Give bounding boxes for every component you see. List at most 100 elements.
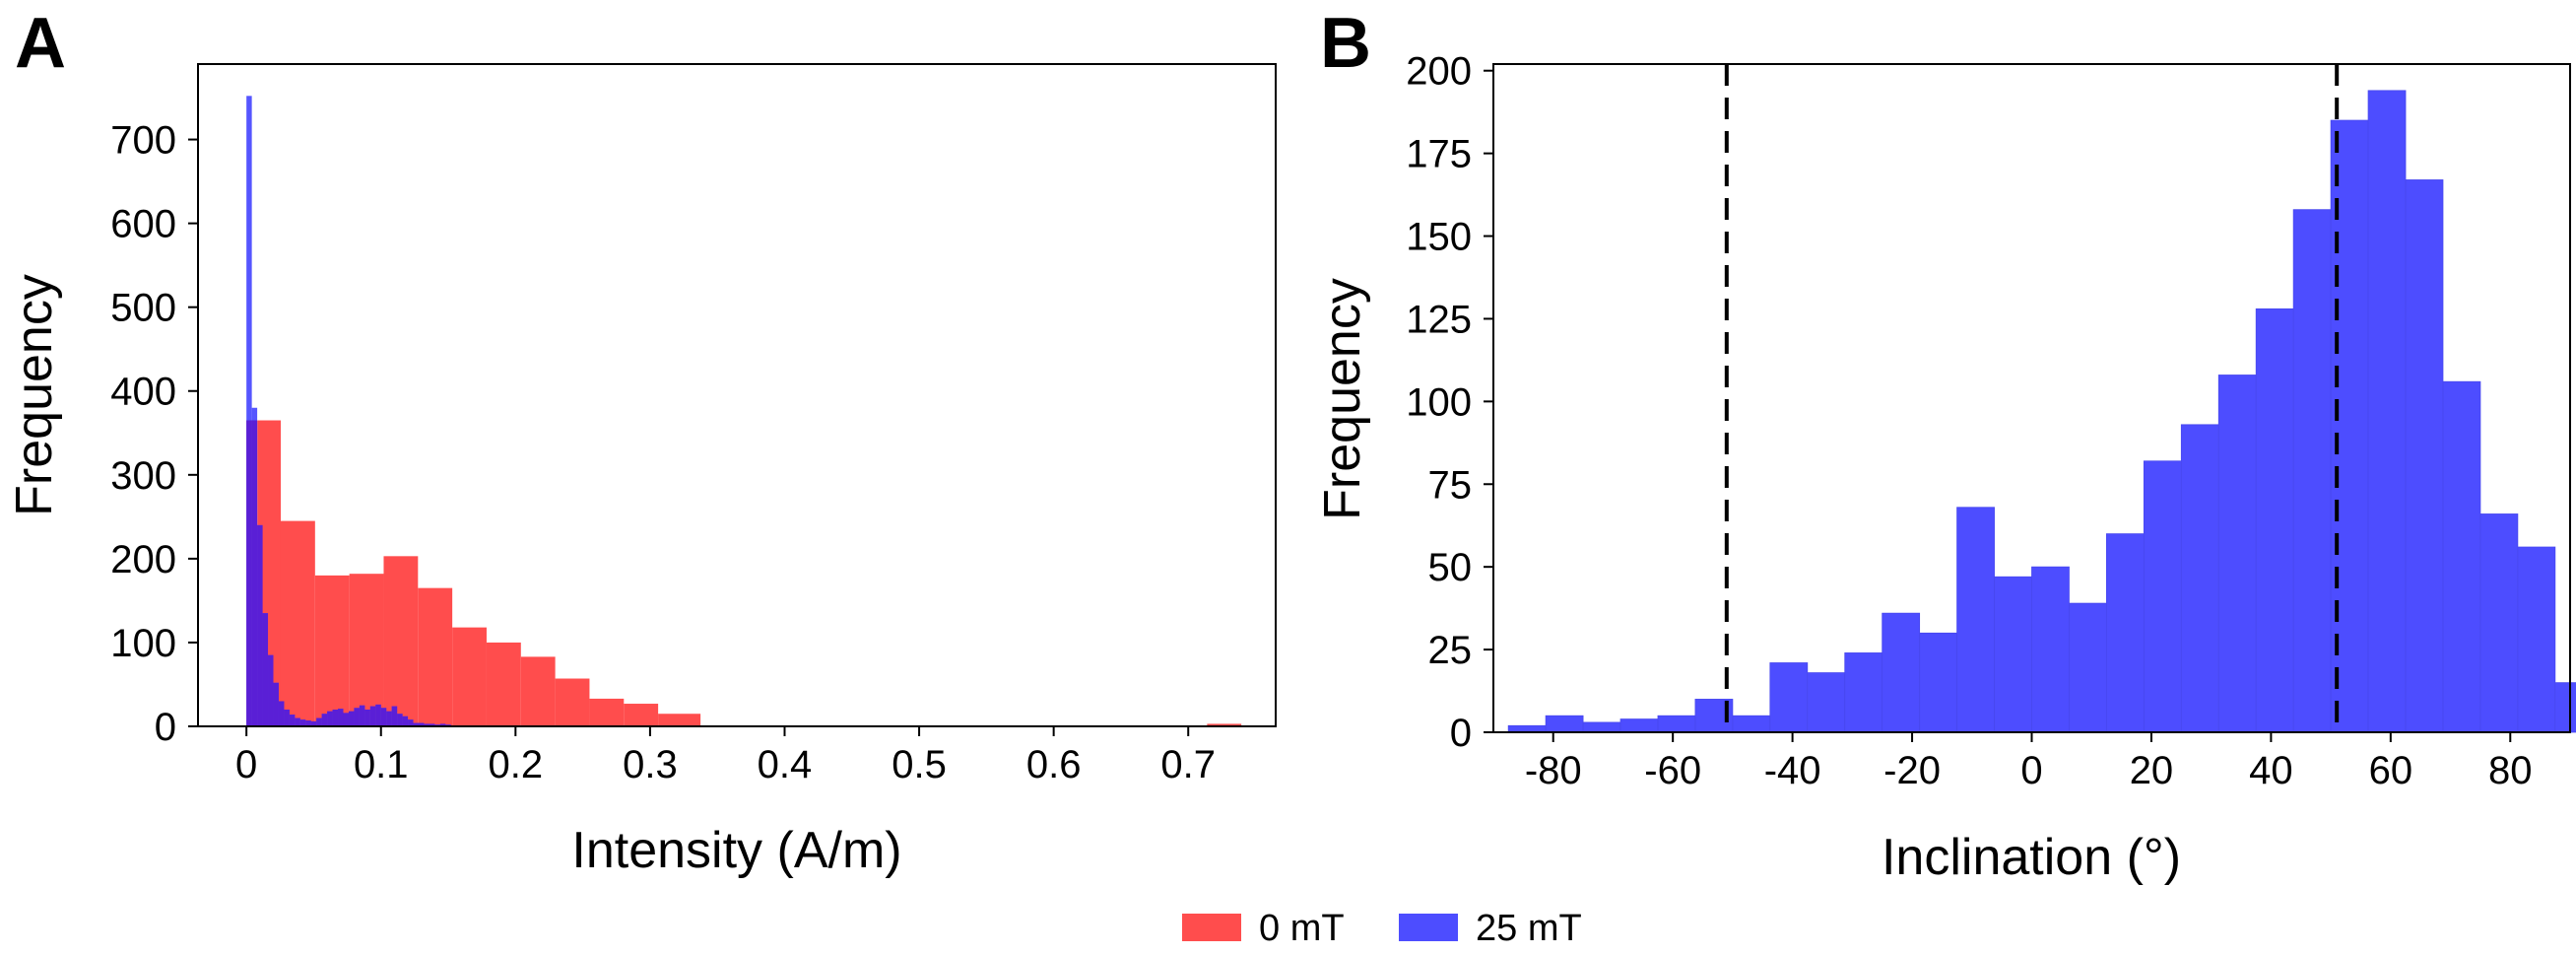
x-tick-label-a: 0.5 (892, 743, 947, 786)
x-tick-label-a: 0.3 (623, 743, 678, 786)
bar-overlap (413, 722, 419, 726)
y-tick-label-a: 0 (155, 706, 176, 749)
bar-overlap (332, 709, 339, 726)
bar-25mT-b (1807, 672, 1846, 733)
bar-overlap (391, 706, 398, 726)
y-tick-label-a: 200 (110, 538, 176, 581)
bar-25mT-b (2031, 566, 2070, 733)
y-axis-a: 0 100 200 300 400 500 600 700 (110, 119, 198, 749)
bar-overlap (369, 706, 376, 726)
x-tick-label-a: 0.7 (1160, 743, 1216, 786)
bar-overlap (343, 713, 349, 726)
x-tick-label-a: 0.1 (354, 743, 409, 786)
bar-0mT (520, 656, 556, 726)
x-tick-label-b: -40 (1764, 749, 1821, 792)
x-axis-label-b: Inclination (°) (1882, 829, 2181, 886)
y-tick-label-b: 125 (1406, 298, 1472, 341)
bar-overlap (375, 704, 381, 726)
bar-overlap (386, 711, 392, 726)
series-25mT-bars-b (1507, 90, 2576, 733)
y-tick-label-a: 100 (110, 622, 176, 665)
bar-overlap (268, 654, 274, 726)
bar-0mT (486, 642, 521, 726)
x-tick-label-b: -20 (1883, 749, 1941, 792)
bar-overlap (397, 714, 403, 726)
x-tick-label-a: 0.4 (758, 743, 813, 786)
bar-25mT-b (1657, 715, 1696, 733)
bar-overlap (439, 723, 446, 726)
series-25mT-bars (246, 96, 451, 727)
x-tick-label-b: 60 (2369, 749, 2413, 792)
bar-25mT-b (2442, 380, 2481, 733)
bar-overlap (284, 709, 290, 726)
bar-0mT (1207, 723, 1242, 726)
bar-overlap (278, 701, 285, 726)
bar-overlap (348, 711, 355, 726)
bar-0mT (452, 627, 487, 726)
bar-0mT (349, 574, 384, 726)
x-tick-label-a: 0 (235, 743, 257, 786)
y-tick-label-a: 300 (110, 454, 176, 498)
bar-overlap (257, 524, 263, 726)
bar-25mT-b (1545, 715, 1584, 733)
bar-0mT (555, 678, 590, 726)
x-tick-label-b: -80 (1525, 749, 1582, 792)
bar-overlap (354, 708, 360, 726)
bar-25mT-b (1994, 576, 2032, 733)
y-tick-label-b: 0 (1450, 712, 1472, 755)
bar-overlap (364, 709, 370, 726)
x-tick-label-b: 0 (2020, 749, 2042, 792)
bar-overlap (295, 717, 300, 726)
y-tick-label-a: 400 (110, 371, 176, 414)
bar-25mT-b (2292, 209, 2332, 733)
bar-overlap (429, 723, 435, 726)
bar-25mT-b (2517, 546, 2556, 733)
bar-25mT-b (1732, 715, 1771, 733)
x-tick-label-b: 20 (2130, 749, 2174, 792)
bar-25mT-b (1956, 507, 1995, 733)
bar-25mT-b (2330, 119, 2369, 733)
x-tick-label-b: -60 (1644, 749, 1701, 792)
bar-overlap (246, 420, 252, 726)
bar-25mT-b (1844, 652, 1883, 733)
y-tick-label-b: 25 (1428, 629, 1473, 672)
bar-0mT (383, 556, 419, 726)
bar-overlap (316, 717, 322, 726)
legend-label-25mT: 25 mT (1476, 908, 1582, 949)
panel-a-letter: A (15, 4, 66, 83)
bar-overlap (321, 714, 328, 726)
bar-25mT-b (2367, 90, 2407, 733)
bar-25mT-b (1882, 612, 1921, 733)
bar-25mT-b (2106, 533, 2145, 733)
bar-overlap (402, 716, 409, 726)
y-axis-b: 0 25 50 75 100 125 150 175 200 (1406, 50, 1493, 755)
bar-0mT (418, 587, 453, 726)
x-axis-a: 0 0.1 0.2 0.3 0.4 0.5 0.6 0.7 (235, 726, 1216, 786)
x-tick-label-b: 40 (2249, 749, 2293, 792)
bar-overlap (327, 711, 333, 726)
bar-overlap (310, 720, 317, 726)
reference-lines (1724, 64, 2340, 732)
series-0mT-bars (246, 420, 1242, 726)
bar-25mT-b (2069, 602, 2107, 733)
y-tick-label-b: 150 (1406, 216, 1472, 259)
bar-overlap (424, 723, 429, 726)
y-tick-label-a: 600 (110, 203, 176, 246)
bar-overlap (273, 682, 279, 726)
bar-0mT (280, 520, 315, 726)
bar-overlap (338, 709, 344, 726)
legend-label-0mT: 0 mT (1259, 908, 1345, 949)
y-axis-label-b: Frequency (1314, 278, 1371, 520)
x-tick-label-b: 80 (2488, 749, 2533, 792)
y-tick-label-b: 175 (1406, 133, 1472, 176)
plot-frame-a (197, 63, 1277, 727)
x-tick-label-a: 0.6 (1026, 743, 1082, 786)
bar-overlap (359, 705, 365, 726)
bar-overlap (380, 708, 387, 726)
bar-overlap (262, 613, 269, 726)
y-tick-label-b: 100 (1406, 380, 1472, 424)
bar-overlap (408, 719, 414, 726)
bar-0mT (658, 714, 701, 726)
bar-0mT (624, 704, 659, 726)
